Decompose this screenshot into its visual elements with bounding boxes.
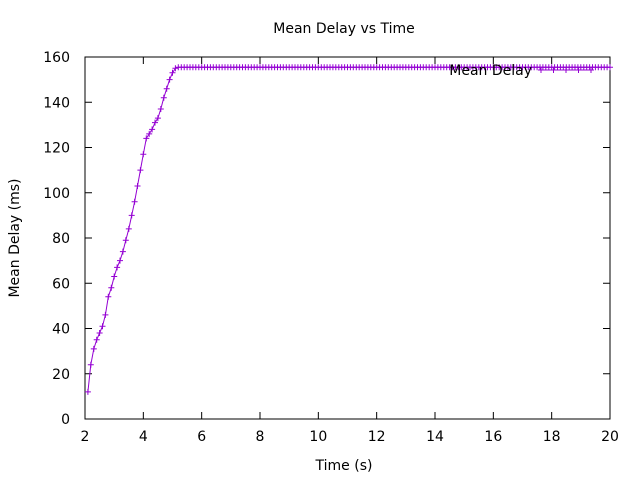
data-point — [146, 130, 153, 137]
data-point — [84, 388, 91, 395]
data-point — [114, 264, 121, 271]
chart-title: Mean Delay vs Time — [273, 21, 414, 37]
legend-marker — [588, 67, 594, 73]
x-tick-label: 18 — [543, 429, 561, 445]
data-point — [93, 336, 100, 343]
x-tick-label: 16 — [484, 429, 502, 445]
data-point — [149, 126, 156, 133]
data-point — [111, 273, 118, 280]
data-point — [117, 257, 123, 264]
data-point — [119, 248, 126, 255]
legend: Mean Delay — [449, 63, 594, 79]
data-point — [157, 106, 164, 112]
x-tick-label: 14 — [426, 429, 444, 445]
data-point — [160, 94, 167, 101]
data-point — [131, 198, 138, 205]
data-point — [143, 135, 150, 142]
data-point — [152, 119, 158, 126]
data-point — [90, 345, 97, 352]
data-point — [122, 237, 129, 244]
y-tick-label: 20 — [52, 367, 70, 383]
x-tick-label: 20 — [601, 429, 619, 445]
legend-marker — [563, 67, 569, 73]
data-point — [108, 284, 115, 291]
legend-label-mean-delay: Mean Delay — [449, 63, 532, 79]
x-axis-label: Time (s) — [315, 458, 373, 474]
y-axis-label: Mean Delay (ms) — [7, 178, 23, 297]
legend-marker — [550, 67, 557, 73]
data-point — [102, 311, 109, 318]
data-point — [87, 361, 94, 368]
x-tick-label: 8 — [256, 429, 265, 445]
data-point — [134, 183, 141, 189]
x-tick-label: 12 — [368, 429, 386, 445]
y-tick-label: 120 — [43, 141, 70, 157]
data-point — [607, 64, 613, 71]
x-tick-label: 4 — [139, 429, 148, 445]
x-tick-label: 6 — [197, 429, 206, 445]
data-point — [166, 76, 173, 83]
data-point — [128, 212, 135, 219]
data-point — [154, 115, 161, 122]
data-point — [96, 330, 103, 336]
y-tick-label: 80 — [52, 231, 70, 247]
data-point — [99, 323, 106, 330]
data-point — [137, 167, 144, 174]
y-tick-label: 160 — [43, 50, 70, 66]
y-tick-label: 0 — [61, 412, 70, 428]
data-point — [169, 69, 176, 76]
x-tick-label: 10 — [309, 429, 327, 445]
legend-marker — [575, 67, 582, 73]
y-tick-label: 60 — [52, 276, 70, 292]
y-tick-label: 100 — [43, 186, 70, 202]
data-point — [140, 151, 147, 158]
axes: 2 4 6 8 10 12 14 16 18 20 0 20 40 60 80 100 120 140 160 — [43, 50, 619, 445]
data-point — [125, 225, 132, 232]
x-tick-label: 2 — [81, 429, 90, 445]
data-point — [105, 293, 112, 300]
data-point — [163, 85, 170, 92]
y-tick-label: 40 — [52, 322, 70, 338]
data-point — [172, 65, 179, 72]
legend-marker — [538, 67, 544, 73]
y-tick-label: 140 — [43, 95, 70, 111]
series-mean-delay — [84, 64, 613, 395]
